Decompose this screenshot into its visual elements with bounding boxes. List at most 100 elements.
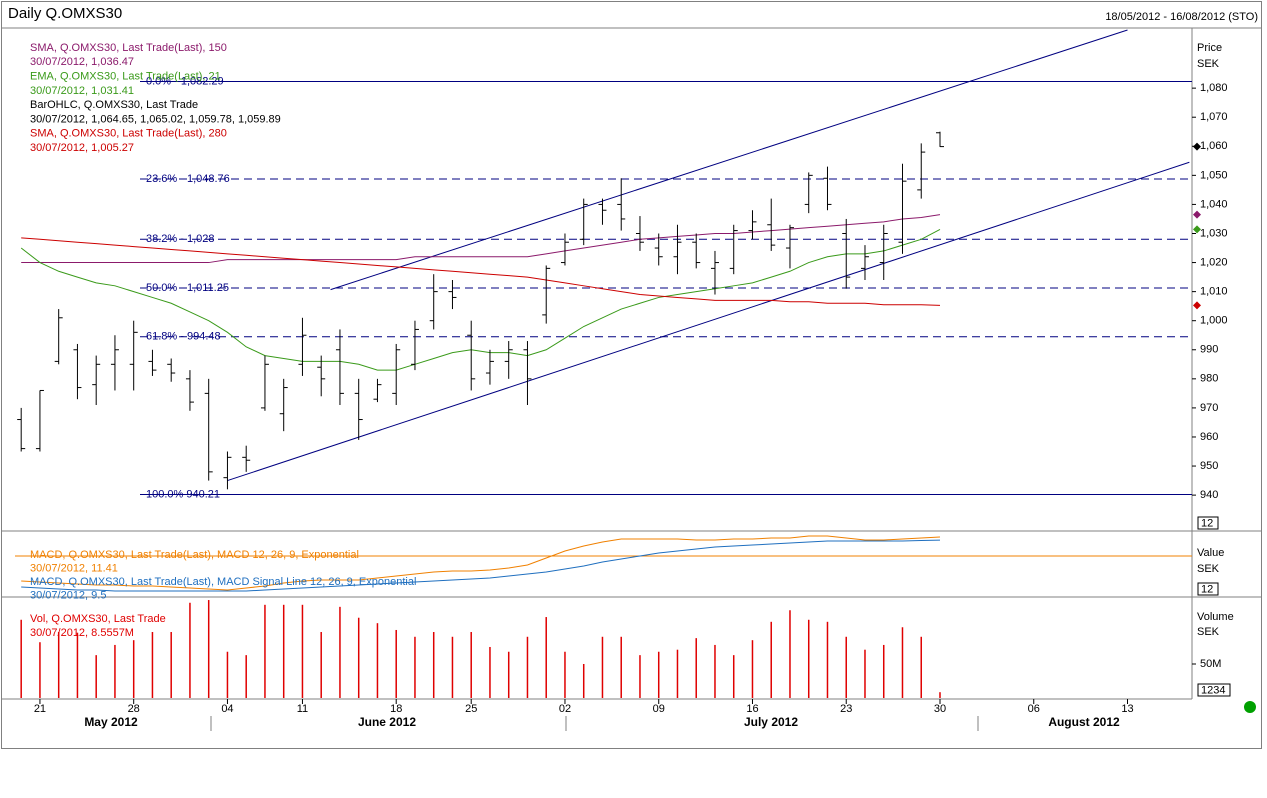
frame [1, 1, 1262, 749]
volume-bar [39, 642, 41, 698]
legend-text: SMA, Q.OMXS30, Last Trade(Last), 280 [30, 128, 227, 140]
volume-bar [282, 604, 285, 698]
volume-bar [357, 617, 360, 698]
month-label: May 2012 [84, 715, 138, 729]
trendline [227, 161, 1190, 482]
volume-bar [939, 692, 941, 698]
scale-box-label: 1234 [1201, 684, 1225, 696]
y-tick-label: 1,080 [1200, 82, 1228, 94]
fib-label: 61.8% - 994.48 [146, 331, 221, 343]
volume-bar [789, 610, 791, 698]
volume-bar [414, 636, 416, 698]
legend-text: 30/07/2012, 1,064.65, 1,065.02, 1,059.78… [30, 113, 281, 125]
legend-text: 30/07/2012, 1,031.41 [30, 85, 134, 97]
scale-box-label: 12 [1201, 583, 1213, 595]
fib-label: 23.6% - 1,048.76 [146, 173, 230, 185]
trendline [330, 29, 1128, 291]
volume-bar [207, 600, 210, 698]
last-value-marker [1193, 301, 1201, 310]
y-tick-label: 970 [1200, 402, 1218, 414]
indicator-line [21, 214, 941, 264]
volume-bar [770, 621, 772, 698]
x-tick-label: 09 [653, 703, 665, 715]
fib-label: 38.2% - 1,028 [146, 233, 215, 245]
volume-bar [226, 651, 229, 698]
y-tick-label: 950 [1200, 460, 1218, 472]
macd-line [21, 535, 941, 591]
volume-bar [695, 638, 697, 698]
y-tick-label: 1,010 [1200, 286, 1228, 298]
volume-bar [320, 632, 322, 698]
volume-bar [245, 655, 247, 698]
volume-bar [845, 636, 847, 698]
volume-bar [620, 636, 622, 698]
indicator-line [20, 228, 941, 371]
x-tick-label: 21 [34, 703, 46, 715]
legend-text: 30/07/2012, 11.41 [30, 562, 118, 574]
scale-box [1197, 683, 1231, 697]
last-value-marker [1193, 142, 1201, 151]
volume-bar [564, 651, 566, 698]
volume-bar [264, 604, 266, 698]
volume-bar [864, 649, 866, 698]
fib-label: 50.0% - 1,011.25 [146, 282, 229, 294]
legend-text: SMA, Q.OMXS30, Last Trade(Last), 150 [30, 42, 227, 54]
legend-text: BarOHLC, Q.OMXS30, Last Trade [30, 99, 198, 111]
volume-bar [526, 636, 529, 698]
y-axis-unit: SEK [1197, 58, 1220, 70]
legend-text: MACD, Q.OMXS30, Last Trade(Last), MACD 1… [30, 549, 359, 561]
x-tick-label: 04 [221, 703, 233, 715]
volume-bar [189, 602, 191, 698]
fib-label: 0.0% - 1,082.29 [146, 75, 224, 87]
legend-text: MACD, Q.OMXS30, Last Trade(Last), MACD S… [30, 576, 416, 588]
x-tick-label: 06 [1028, 703, 1040, 715]
month-label: July 2012 [744, 715, 798, 729]
scale-box-label: 12 [1201, 517, 1213, 529]
volume-bar [882, 644, 885, 698]
volume-bar [714, 644, 716, 698]
fib-label: 100.0% 940.21 [146, 488, 220, 500]
legend-text: 30/07/2012, 9.5 [30, 589, 106, 601]
indicator-line [21, 237, 941, 306]
y-axis-unit: SEK [1197, 563, 1220, 575]
y-axis-label: Value [1197, 547, 1224, 559]
y-tick-label: 1,000 [1200, 315, 1228, 327]
y-tick-label: 940 [1200, 489, 1218, 501]
volume-bar [920, 636, 922, 698]
x-tick-label: 28 [128, 703, 140, 715]
y-tick-label: 960 [1200, 431, 1218, 443]
macd-plot [15, 535, 1192, 592]
y-axis-unit: SEK [1197, 626, 1220, 638]
volume-bar [95, 655, 97, 698]
y-tick-label: 980 [1200, 373, 1218, 385]
y-tick-label: 50M [1200, 658, 1221, 670]
volume-bar [732, 655, 735, 698]
volume-bar [470, 632, 472, 698]
volume-bar [432, 632, 435, 698]
macd-line [21, 539, 940, 592]
scale-box [1197, 516, 1219, 530]
status-indicator [1244, 701, 1256, 713]
volume-bar [676, 649, 679, 698]
volume-bar [657, 651, 660, 698]
y-tick-label: 990 [1200, 344, 1218, 356]
volume-bar [151, 632, 154, 698]
volume-bar [339, 606, 341, 698]
volume-bar [395, 629, 397, 698]
volume-bar [76, 632, 79, 698]
y-axis-label: Price [1197, 42, 1222, 54]
volume-bar [751, 640, 754, 698]
last-value-marker [1193, 225, 1201, 234]
x-tick-label: 30 [934, 703, 946, 715]
price-plot: 0.0% - 1,082.29 23.6% - 1,048.76 38.2% - 1… [17, 29, 1192, 500]
volume-bar [170, 632, 172, 698]
x-tick-label: 23 [840, 703, 852, 715]
month-label: June 2012 [358, 715, 416, 729]
volume-bar [20, 619, 22, 698]
volume-bar [639, 655, 641, 698]
volume-bar [545, 617, 547, 698]
legend-text: 30/07/2012, 8.5557M [30, 627, 134, 639]
y-tick-label: 1,070 [1200, 111, 1228, 123]
legend-text: Vol, Q.OMXS30, Last Trade [30, 613, 166, 625]
